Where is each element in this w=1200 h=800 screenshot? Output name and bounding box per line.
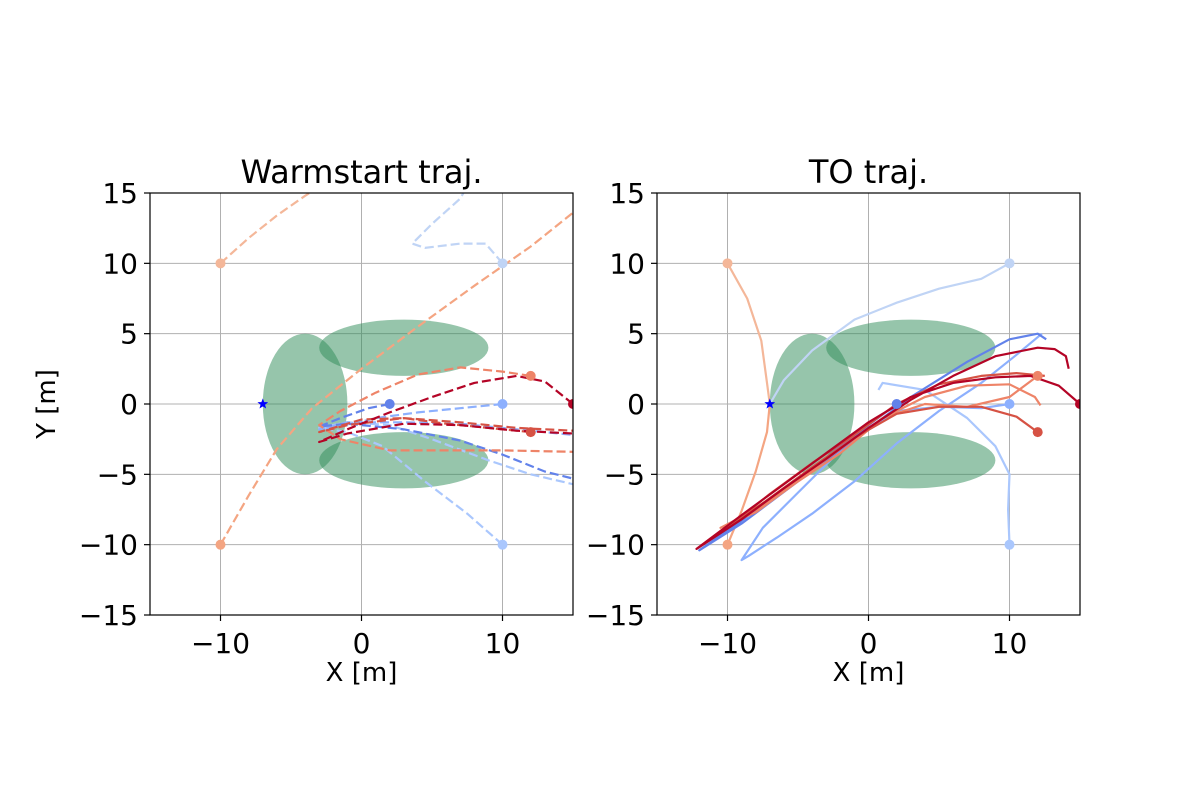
plot-area	[215, 193, 573, 550]
start-point-3	[497, 258, 508, 269]
y-tick-label: 0	[627, 388, 645, 421]
y-tick-label: 5	[120, 318, 138, 351]
panel-1: −10 0 10 −15 −10 −5 0 5 10 15 Warmstart traj. X [m]…	[32, 153, 574, 688]
goal-star-marker	[764, 398, 776, 409]
start-point-9	[1075, 399, 1080, 409]
panel-2: −10 0 10 −15 −10 −5 0 5 10 15 TO traj. X [m]	[586, 153, 1081, 688]
trajectory-line-1	[726, 262, 771, 405]
trajectory-line-7	[318, 366, 573, 453]
trajectory-line-6	[318, 402, 573, 480]
trajectory-line-2	[219, 211, 573, 546]
trajectory-line-5	[318, 402, 573, 436]
y-tick-label: −10	[79, 529, 138, 562]
x-tick-label: 0	[860, 627, 878, 660]
start-point-5	[497, 399, 508, 409]
x-tick-label: 10	[992, 627, 1028, 660]
y-tick-label: −5	[97, 458, 138, 491]
chart-title: Warmstart traj.	[240, 153, 482, 191]
x-tick-label: 10	[485, 627, 521, 660]
start-point-4	[497, 539, 508, 550]
y-tick-label: −10	[586, 529, 645, 562]
trajectory-line-2	[768, 262, 1011, 405]
start-point-6	[384, 399, 395, 409]
y-tick-label: 10	[609, 247, 645, 280]
start-point-2	[215, 539, 226, 550]
x-axis-label: X [m]	[326, 658, 398, 688]
trajectory-line-3	[411, 193, 504, 265]
chart-title: TO traj.	[808, 153, 928, 191]
x-axis-label: X [m]	[833, 658, 905, 688]
y-tick-label: 10	[102, 247, 138, 280]
obstacle-ellipse-3	[826, 432, 996, 489]
start-point-6	[891, 399, 902, 409]
obstacle-ellipse-2	[319, 319, 489, 376]
trajectory-line-9	[318, 374, 573, 444]
start-point-1	[722, 258, 733, 269]
x-tick-label: −10	[191, 627, 250, 660]
y-tick-label: 5	[627, 318, 645, 351]
x-tick-label: 0	[353, 627, 371, 660]
trajectory-line-9	[695, 346, 1080, 550]
start-point-9	[568, 399, 573, 409]
goal-star-marker	[257, 398, 269, 409]
start-point-7	[525, 370, 536, 381]
obstacle-ellipse-2	[826, 319, 996, 376]
plot-area	[695, 258, 1080, 562]
y-axis-label: Y [m]	[32, 369, 62, 440]
y-tick-label: 15	[609, 177, 645, 210]
start-point-8	[1032, 427, 1043, 438]
start-point-7	[1032, 370, 1043, 381]
trajectory-line-1	[219, 193, 312, 265]
trajectory-line-4	[877, 381, 1011, 545]
y-tick-label: −5	[604, 458, 645, 491]
obstacle-ellipse-3	[319, 432, 489, 489]
start-point-4	[1004, 539, 1015, 550]
start-point-1	[215, 258, 226, 269]
start-point-2	[1004, 258, 1015, 269]
y-tick-label: 15	[102, 177, 138, 210]
start-point-3	[722, 539, 733, 550]
y-tick-label: −15	[586, 599, 645, 632]
y-tick-label: 0	[120, 388, 138, 421]
obstacle-ellipse-1	[769, 333, 855, 475]
y-tick-label: −15	[79, 599, 138, 632]
x-tick-label: −10	[698, 627, 757, 660]
start-point-5	[1004, 399, 1015, 409]
start-point-8	[525, 427, 536, 438]
